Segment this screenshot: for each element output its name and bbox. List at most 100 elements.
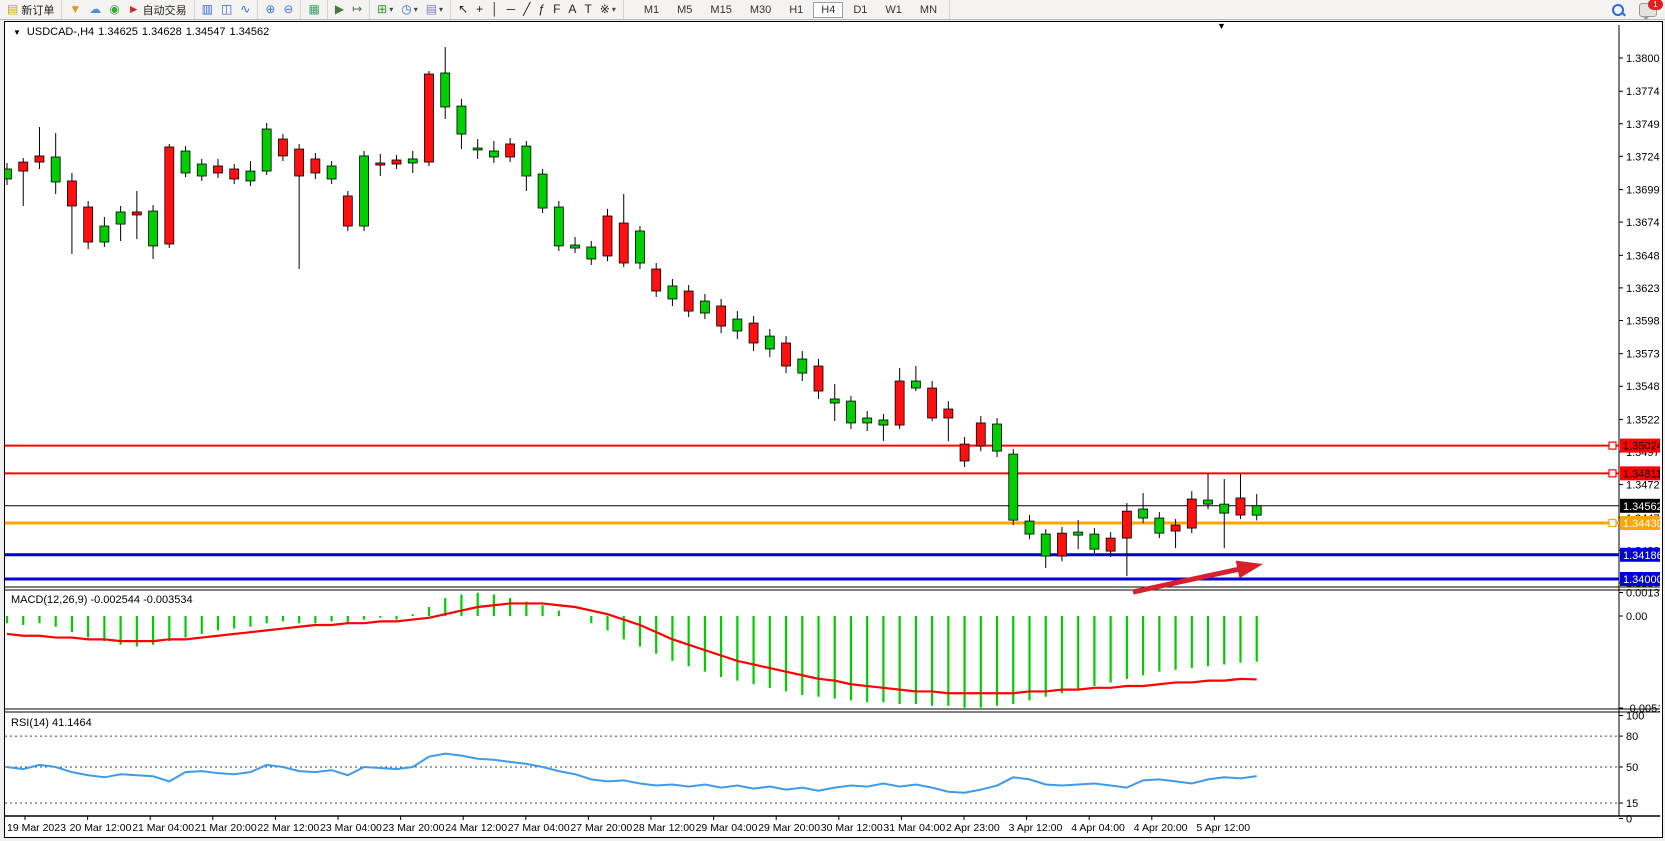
auto-trading-button[interactable]: ► 自动交易 xyxy=(124,1,191,18)
candle xyxy=(813,365,824,392)
timeframe-mn[interactable]: MN xyxy=(919,3,938,16)
candle xyxy=(927,387,938,419)
chevron-down-icon[interactable]: ▾ xyxy=(413,5,418,14)
open-value: 1.34625 xyxy=(98,26,138,38)
chevron-down-icon[interactable]: ▾ xyxy=(439,5,444,14)
chevron-down-icon[interactable]: ▼ xyxy=(13,28,21,37)
timeframe-m5[interactable]: M5 xyxy=(677,3,693,16)
high-value: 1.34628 xyxy=(141,26,182,38)
new-order-button[interactable]: ▤ 新订单 xyxy=(3,1,58,18)
chat-icon[interactable]: 1 xyxy=(1639,0,1663,20)
candlestick-chart-icon: ◫ xyxy=(220,2,233,16)
zoom-in-icon: ⊕ xyxy=(265,2,276,16)
cursor-icon[interactable]: ↖ xyxy=(454,1,472,18)
indicators-icon: ⊞ xyxy=(377,2,388,16)
vertical-line-icon[interactable]: │ xyxy=(487,1,503,18)
price-tick-label: 1.34725 xyxy=(1626,480,1660,492)
candle xyxy=(602,215,613,257)
candle xyxy=(278,138,288,157)
candlestick-chart-icon[interactable]: ◫ xyxy=(217,1,236,18)
price-tick-label: 1.36740 xyxy=(1626,217,1660,229)
arrows-icon[interactable]: ※ ▾ xyxy=(596,1,620,18)
text-label-icon[interactable]: T xyxy=(580,1,595,18)
candle xyxy=(553,206,564,247)
resistance-line-2-price-badge xyxy=(1620,466,1660,481)
search-icon[interactable] xyxy=(1611,3,1626,17)
candle xyxy=(910,380,921,389)
status-bar xyxy=(0,838,1665,841)
horizontal-line-icon[interactable]: ─ xyxy=(503,1,520,18)
auto-scroll-icon[interactable]: ▶ xyxy=(331,1,348,18)
candle xyxy=(732,318,743,332)
signals-icon[interactable]: ◉ xyxy=(105,1,123,18)
chevron-down-icon[interactable]: ▾ xyxy=(389,5,394,14)
chart-title: ▼ USDCAD-,H4 1.34625 1.34628 1.34547 1.34562 xyxy=(13,26,273,38)
candle xyxy=(797,358,808,374)
timeframe-h1[interactable]: H1 xyxy=(789,3,804,16)
rsi-line xyxy=(6,752,1257,794)
candle xyxy=(196,163,207,177)
community-icon[interactable]: ☁ xyxy=(85,1,105,18)
equidistant-channel-icon[interactable]: ƒ xyxy=(534,1,549,18)
time-label: 29 Mar 20:00 xyxy=(758,822,820,834)
candle xyxy=(1024,520,1035,535)
candle xyxy=(488,150,499,158)
bar-chart-icon[interactable]: ▥ xyxy=(198,1,217,18)
candle xyxy=(683,290,694,312)
timeframe-m30[interactable]: M30 xyxy=(749,3,772,16)
crosshair-icon: + xyxy=(476,2,484,16)
price-tick-label: 1.35225 xyxy=(1626,414,1660,426)
price-tick-label: 1.35985 xyxy=(1626,315,1660,327)
chart-shift-marker[interactable]: ▼ xyxy=(1217,21,1226,31)
cursor-icon: ↖ xyxy=(458,2,469,16)
candle xyxy=(245,170,256,182)
vertical-line-icon: │ xyxy=(491,2,499,16)
crosshair-icon[interactable]: + xyxy=(472,1,487,18)
candle xyxy=(862,417,873,424)
candle xyxy=(180,150,191,174)
chart-shift-icon[interactable]: ↦ xyxy=(348,1,366,18)
resistance-line-1-handle[interactable] xyxy=(1608,441,1617,450)
trend-arrow[interactable] xyxy=(1132,565,1246,595)
price-tick-label: 1.36990 xyxy=(1626,185,1660,197)
zoom-out-icon[interactable]: ⊖ xyxy=(279,1,297,18)
line-chart-icon[interactable]: ∿ xyxy=(236,1,254,18)
price-tick-label: 1.37495 xyxy=(1626,119,1660,131)
fibonacci-icon[interactable]: F xyxy=(549,1,564,18)
timeframe-h4[interactable]: H4 xyxy=(813,1,844,18)
text-icon[interactable]: A xyxy=(564,1,580,18)
zoom-in-icon[interactable]: ⊕ xyxy=(261,1,279,18)
candle xyxy=(99,225,110,243)
funnel-icon: ▼ xyxy=(69,2,82,16)
candle xyxy=(440,72,451,108)
period-icon[interactable]: ◷ ▾ xyxy=(397,1,422,18)
templates-icon[interactable]: ▤ ▾ xyxy=(422,1,447,18)
orange-level-line-handle[interactable] xyxy=(1608,518,1617,528)
chevron-down-icon[interactable]: ▾ xyxy=(611,5,616,14)
search-icon xyxy=(1612,3,1624,16)
trendline-icon: ╱ xyxy=(523,2,531,16)
tile-windows-icon[interactable]: ▦ xyxy=(304,1,323,18)
timeframe-w1[interactable]: W1 xyxy=(885,3,902,16)
toolbar-group: ↖ + │ ─ ╱ ƒ F A T ※ ▾ xyxy=(451,0,624,19)
time-label: 28 Mar 12:00 xyxy=(633,822,695,834)
community-icon: ☁ xyxy=(89,2,102,16)
time-label: 27 Mar 20:00 xyxy=(570,822,632,834)
candle xyxy=(943,408,954,419)
trend-arrow-head[interactable] xyxy=(1235,560,1263,579)
support-line-1-price-badge xyxy=(1620,547,1660,562)
indicators-icon[interactable]: ⊞ ▾ xyxy=(373,1,397,18)
timeframe-m15[interactable]: M15 xyxy=(710,3,732,16)
trendline-icon[interactable]: ╱ xyxy=(519,1,534,18)
low-value: 1.34547 xyxy=(185,26,226,38)
toolbar-group: ⊕ ⊖ xyxy=(258,0,302,19)
candle xyxy=(131,211,142,216)
candle xyxy=(1170,524,1181,532)
funnel-icon[interactable]: ▼ xyxy=(65,1,85,18)
resistance-line-2-handle[interactable] xyxy=(1608,469,1617,478)
toolbar-right: 1 xyxy=(1611,0,1665,20)
timeframe-d1[interactable]: D1 xyxy=(853,3,868,16)
candle xyxy=(359,155,369,227)
candle xyxy=(1203,499,1213,505)
timeframe-m1[interactable]: M1 xyxy=(643,3,660,16)
